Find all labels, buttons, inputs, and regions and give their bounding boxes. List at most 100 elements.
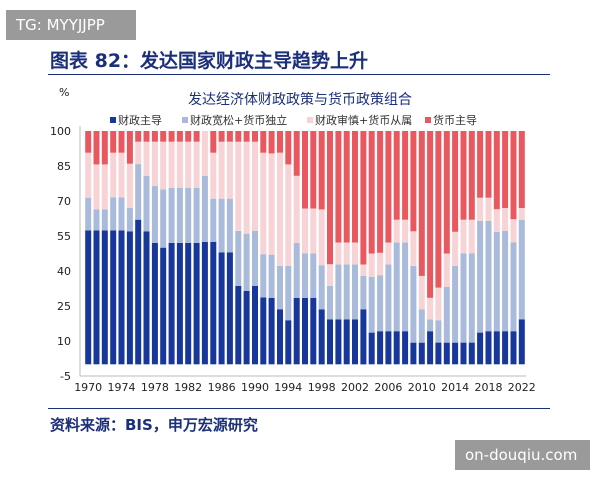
title-divider	[48, 74, 550, 75]
bar-segment	[468, 253, 475, 343]
bar-segment	[252, 230, 258, 286]
bar-segment	[510, 331, 517, 365]
bar-segment	[277, 152, 283, 266]
bar-segment	[118, 197, 125, 231]
x-tick-label: 2006	[374, 381, 402, 394]
bar-segment	[460, 342, 467, 365]
figure-title: 图表 82：发达国家财政主导趋势上升	[50, 50, 369, 72]
bar-segment	[493, 131, 500, 210]
bar-segment	[135, 131, 142, 142]
bar-segment	[176, 141, 183, 188]
bar-segment	[452, 265, 459, 343]
x-tick-label: 1986	[208, 381, 236, 394]
bar-segment	[176, 187, 183, 243]
bar-segment	[293, 243, 300, 298]
bar-segment	[502, 131, 509, 208]
bar-segment	[85, 131, 92, 153]
bar-segment	[285, 265, 292, 321]
bar-segment	[143, 141, 150, 176]
bar-segment	[418, 309, 425, 343]
bar-segment	[477, 220, 484, 333]
watermark-bottom: on-douqiu.com	[455, 440, 590, 470]
bar-segment	[502, 331, 509, 365]
bar-segment	[327, 264, 333, 286]
bar-segment	[360, 264, 367, 276]
bar-segment	[118, 230, 125, 365]
bar-segment	[435, 287, 442, 321]
bar-segment	[235, 131, 242, 142]
bar-segment	[260, 152, 267, 255]
x-tick-label: 1998	[308, 381, 336, 394]
y-tick-label: 70	[57, 195, 71, 208]
legend-label: 财政主导	[118, 113, 162, 127]
bar-segment	[502, 208, 509, 231]
bar-segment	[493, 231, 500, 332]
bar-segment	[160, 189, 167, 248]
bar-segment	[343, 319, 350, 365]
bar-segment	[293, 131, 300, 176]
bar-segment	[327, 131, 333, 265]
bar-segment	[176, 131, 183, 142]
bar-segment	[410, 342, 417, 365]
bar-segment	[410, 231, 417, 266]
bar-segment	[118, 131, 125, 153]
bar-segment	[93, 209, 100, 231]
bar-segment	[485, 331, 492, 365]
bar-segment	[327, 285, 333, 320]
bar-segment	[418, 342, 425, 365]
legend-label: 货币主导	[433, 113, 477, 127]
bar-segment	[135, 164, 142, 220]
bar-segment	[343, 264, 350, 320]
y-axis-unit: %	[59, 86, 69, 99]
bar-segment	[93, 164, 100, 210]
bar-segment	[126, 208, 133, 232]
bar-segment	[201, 175, 208, 242]
bar-segment	[360, 309, 367, 365]
bar-segment	[318, 131, 325, 210]
bar-segment	[468, 219, 475, 254]
bar-segment	[360, 275, 367, 310]
bar-segment	[443, 131, 450, 254]
bar-segment	[335, 242, 342, 265]
bar-segment	[260, 254, 267, 298]
bar-segment	[151, 131, 158, 142]
bar-segment	[452, 131, 459, 232]
bar-segment	[193, 141, 200, 188]
bar-segment	[477, 131, 484, 198]
bar-segment	[385, 264, 392, 332]
bar-segment	[335, 319, 342, 365]
bar-segment	[85, 230, 92, 365]
bar-segment	[285, 131, 292, 165]
bar-segment	[468, 342, 475, 365]
bar-segment	[485, 197, 492, 221]
x-tick-label: 1994	[274, 381, 302, 394]
legend-label: 财政宽松+货币独立	[190, 113, 287, 127]
bar-segment	[143, 175, 150, 232]
bar-segment	[218, 131, 225, 142]
bar-segment	[352, 131, 358, 243]
bar-segment	[460, 219, 467, 254]
bar-segment	[252, 131, 258, 142]
bar-segment	[443, 253, 450, 287]
bar-segment	[368, 276, 375, 333]
bar-segment	[252, 141, 258, 231]
bar-segment	[126, 231, 133, 365]
x-tick-label: 1982	[174, 381, 202, 394]
bar-segment	[302, 131, 308, 209]
bar-segment	[452, 231, 459, 266]
bar-segment	[201, 131, 208, 176]
bar-segment	[310, 208, 317, 254]
bar-segment	[143, 231, 150, 365]
bar-segment	[518, 131, 525, 208]
bar-segment	[310, 297, 317, 365]
bar-segment	[352, 242, 358, 265]
bar-segment	[510, 219, 517, 243]
bar-segment	[427, 297, 434, 320]
bar-segment	[176, 243, 183, 365]
y-tick-label: -5	[60, 370, 71, 383]
bar-segment	[226, 141, 233, 199]
bar-segment	[368, 332, 375, 365]
bar-segment	[443, 342, 450, 365]
bar-segment	[226, 131, 233, 142]
